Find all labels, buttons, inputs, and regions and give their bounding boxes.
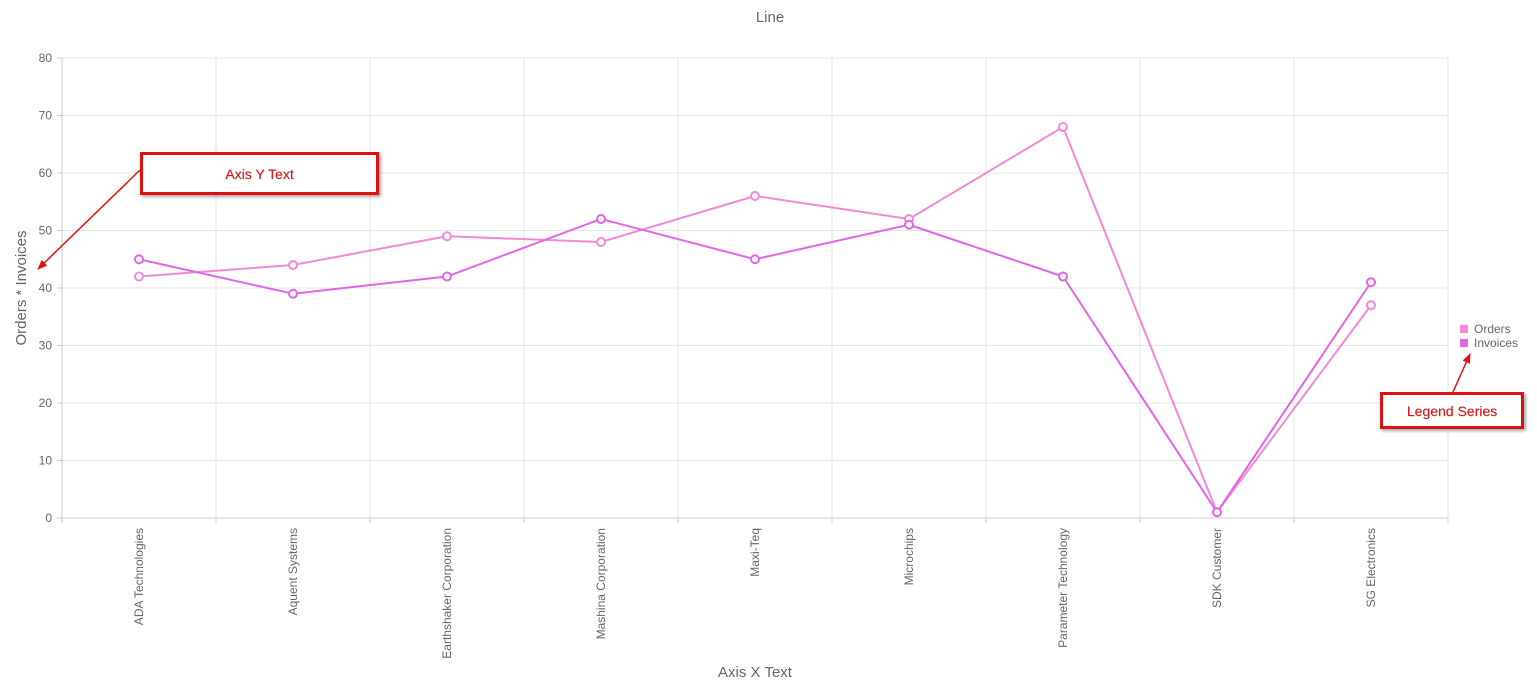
x-tick-label: Mashina Corporation xyxy=(594,528,608,639)
y-tick-label: 80 xyxy=(39,51,53,65)
chart-series xyxy=(134,122,1376,518)
data-point-orders xyxy=(596,237,606,247)
data-point-invoices xyxy=(596,214,606,224)
x-tick-label: Parameter Technology xyxy=(1056,528,1070,648)
data-point-orders xyxy=(442,231,452,242)
y-tick-label: 30 xyxy=(39,339,53,353)
data-point-orders xyxy=(750,191,760,201)
x-tick-label: ADA Technologies xyxy=(132,528,146,625)
x-tick-label: Earthshaker Corporation xyxy=(440,528,454,659)
data-point-invoices xyxy=(1058,271,1068,282)
x-tick-label: Microchips xyxy=(902,528,916,585)
data-point-invoices xyxy=(904,219,914,230)
data-point-orders xyxy=(134,271,144,282)
data-point-orders xyxy=(1058,122,1068,132)
data-point-invoices xyxy=(134,254,144,265)
data-point-invoices xyxy=(288,288,298,299)
y-tick-label: 60 xyxy=(39,166,53,180)
data-point-invoices xyxy=(442,271,452,282)
x-axis-label: Axis X Text xyxy=(718,664,793,681)
legend-label: Orders xyxy=(1474,322,1511,336)
x-tick-label: Maxi-Teq xyxy=(748,528,762,577)
data-point-invoices xyxy=(1366,277,1376,288)
legend-swatch xyxy=(1460,325,1468,333)
data-point-invoices xyxy=(1212,507,1222,518)
data-point-orders xyxy=(288,260,298,270)
legend-swatch xyxy=(1460,339,1468,347)
y-tick-label: 10 xyxy=(39,454,53,468)
x-axis-ticks: ADA Technologies Aquent Systems Earthshake… xyxy=(61,518,1449,659)
x-tick-label: Aquent Systems xyxy=(286,528,300,615)
y-tick-label: 0 xyxy=(45,511,52,525)
legend-label: Invoices xyxy=(1474,336,1518,350)
x-tick-label: SG Electronics xyxy=(1364,528,1378,607)
legend-callout-arrow xyxy=(1452,353,1471,393)
axis-y-callout-arrow xyxy=(37,169,141,270)
x-tick-label: SDK Customer xyxy=(1210,528,1224,608)
y-axis-ticks: 0 10 20 30 40 50 60 70 80 xyxy=(39,51,62,525)
y-tick-label: 50 xyxy=(39,224,53,238)
data-point-invoices xyxy=(750,254,760,265)
data-point-orders xyxy=(1366,300,1376,311)
y-tick-label: 40 xyxy=(39,281,53,295)
chart-grid xyxy=(61,57,1449,519)
y-axis-label: Orders * Invoices xyxy=(13,230,30,345)
legend-callout: Legend Series xyxy=(1380,392,1524,429)
axis-y-callout: Axis Y Text xyxy=(140,152,379,195)
y-tick-label: 20 xyxy=(39,396,53,410)
chart-title: Line xyxy=(756,9,784,26)
y-tick-label: 70 xyxy=(39,109,53,123)
